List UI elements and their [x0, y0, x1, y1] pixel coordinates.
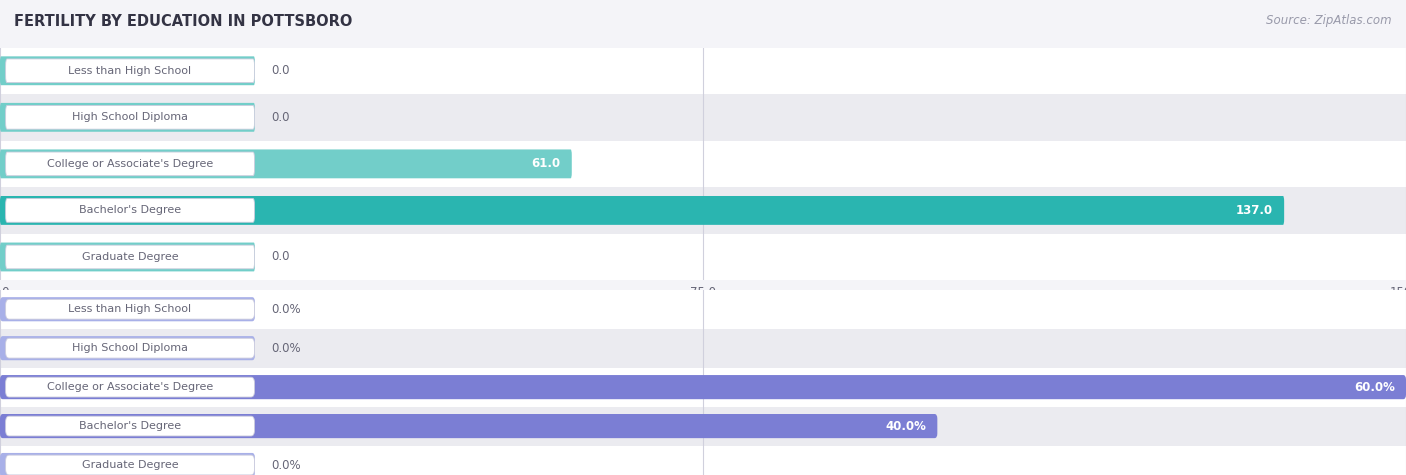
Text: College or Associate's Degree: College or Associate's Degree [46, 382, 214, 392]
Text: 0.0%: 0.0% [271, 342, 301, 355]
Text: 0.0: 0.0 [271, 111, 290, 124]
Text: Bachelor's Degree: Bachelor's Degree [79, 421, 181, 431]
FancyBboxPatch shape [0, 103, 254, 132]
FancyBboxPatch shape [6, 338, 254, 358]
Text: Less than High School: Less than High School [69, 66, 191, 76]
FancyBboxPatch shape [0, 375, 1406, 399]
Bar [0, 329, 1406, 368]
Text: Graduate Degree: Graduate Degree [82, 252, 179, 262]
Text: Bachelor's Degree: Bachelor's Degree [79, 205, 181, 216]
Text: High School Diploma: High School Diploma [72, 343, 188, 353]
FancyBboxPatch shape [6, 416, 254, 436]
Text: Source: ZipAtlas.com: Source: ZipAtlas.com [1267, 14, 1392, 27]
Text: 61.0: 61.0 [531, 157, 561, 171]
Text: Graduate Degree: Graduate Degree [82, 460, 179, 470]
Text: High School Diploma: High School Diploma [72, 112, 188, 123]
FancyBboxPatch shape [0, 453, 254, 475]
FancyBboxPatch shape [0, 297, 254, 321]
FancyBboxPatch shape [6, 377, 254, 397]
Text: 0.0%: 0.0% [271, 458, 301, 472]
FancyBboxPatch shape [0, 196, 1284, 225]
Text: 0.0%: 0.0% [271, 303, 301, 316]
Text: 137.0: 137.0 [1236, 204, 1272, 217]
Text: 60.0%: 60.0% [1354, 380, 1395, 394]
FancyBboxPatch shape [6, 105, 254, 129]
Bar [0, 407, 1406, 446]
FancyBboxPatch shape [6, 245, 254, 269]
Bar [0, 290, 1406, 329]
FancyBboxPatch shape [6, 299, 254, 319]
FancyBboxPatch shape [0, 57, 254, 85]
Text: 40.0%: 40.0% [886, 419, 927, 433]
FancyBboxPatch shape [6, 59, 254, 83]
Text: FERTILITY BY EDUCATION IN POTTSBORO: FERTILITY BY EDUCATION IN POTTSBORO [14, 14, 353, 29]
Text: 0.0: 0.0 [271, 250, 290, 264]
FancyBboxPatch shape [0, 336, 254, 360]
Bar [0, 368, 1406, 407]
Bar [0, 141, 1406, 187]
Bar [0, 94, 1406, 141]
FancyBboxPatch shape [6, 455, 254, 475]
Text: Less than High School: Less than High School [69, 304, 191, 314]
FancyBboxPatch shape [6, 199, 254, 222]
Bar [0, 446, 1406, 475]
FancyBboxPatch shape [0, 243, 254, 271]
Bar [0, 187, 1406, 234]
Text: 0.0: 0.0 [271, 64, 290, 77]
FancyBboxPatch shape [6, 152, 254, 176]
Bar [0, 234, 1406, 280]
FancyBboxPatch shape [0, 150, 572, 178]
Bar [0, 48, 1406, 94]
FancyBboxPatch shape [0, 414, 938, 438]
Text: College or Associate's Degree: College or Associate's Degree [46, 159, 214, 169]
